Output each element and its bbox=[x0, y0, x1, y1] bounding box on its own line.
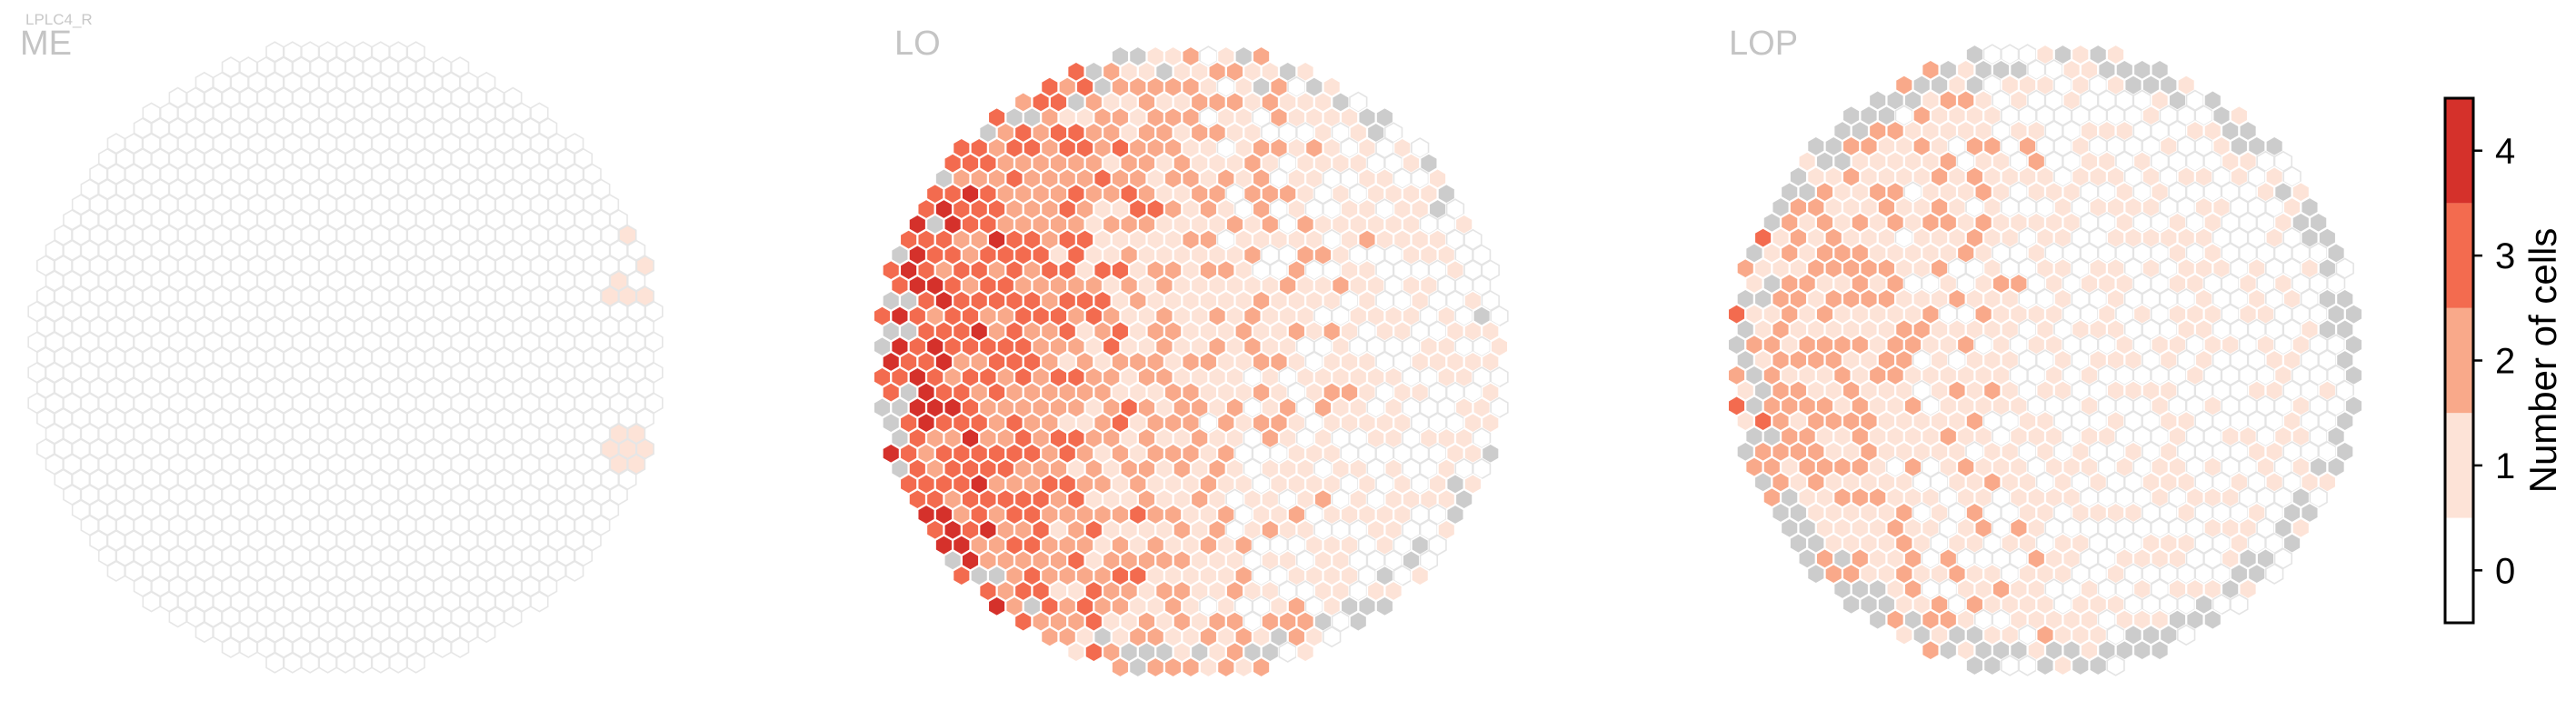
hex-cell bbox=[1013, 610, 1033, 633]
hex-cell bbox=[283, 652, 302, 674]
hex-cell bbox=[371, 652, 390, 674]
hex-cell bbox=[389, 652, 408, 674]
hex-cell bbox=[2132, 639, 2152, 661]
hex-cell bbox=[1181, 656, 1201, 678]
hex-cell bbox=[1295, 641, 1315, 663]
panel-title-lo: LO bbox=[894, 25, 941, 63]
hex-cell bbox=[1040, 626, 1059, 648]
hex-cell bbox=[106, 560, 125, 582]
colorbar-tick-label: 3 bbox=[2495, 236, 2515, 276]
hex-cell bbox=[1066, 641, 1086, 663]
panel-title-me: ME bbox=[20, 25, 72, 63]
hex-cell bbox=[450, 636, 470, 658]
colorbar-segment bbox=[2445, 307, 2473, 414]
colorbar bbox=[2443, 96, 2482, 625]
hex-cell bbox=[1982, 655, 2002, 676]
chart-suptitle: LPLC4_R bbox=[25, 11, 93, 28]
hex-cell bbox=[2230, 594, 2249, 616]
hex-cell bbox=[1252, 656, 1271, 678]
colorbar-segment bbox=[2445, 203, 2473, 308]
hex-cell bbox=[1323, 626, 1342, 648]
hex-cell bbox=[1128, 656, 1147, 678]
hex-panel-lo bbox=[873, 45, 1509, 678]
hex-cell bbox=[2106, 655, 2125, 676]
hex-cell bbox=[239, 636, 258, 658]
hex-cell bbox=[1842, 594, 1861, 616]
colorbar-segment bbox=[2445, 517, 2473, 623]
hex-cell bbox=[1939, 639, 1958, 661]
hex-cell bbox=[265, 652, 285, 674]
hex-cell bbox=[1163, 656, 1183, 678]
hex-cell bbox=[406, 652, 425, 674]
hex-cell bbox=[1199, 656, 1218, 678]
hex-cell bbox=[1806, 563, 1825, 585]
hex-cell bbox=[354, 652, 373, 674]
colorbar-tick-label: 4 bbox=[2495, 132, 2515, 172]
hex-cell bbox=[2071, 655, 2090, 676]
hex-cell bbox=[1894, 624, 1913, 646]
colorbar-label: Number of cells bbox=[2521, 228, 2564, 494]
hex-cell bbox=[1278, 641, 1297, 663]
hex-cell bbox=[1084, 641, 1103, 663]
hex-cell bbox=[1349, 610, 1368, 633]
hex-cell bbox=[1411, 565, 1430, 586]
hex-cell bbox=[2203, 608, 2222, 631]
hex-cell bbox=[221, 636, 241, 658]
hex-cell bbox=[142, 591, 161, 613]
hex-cell bbox=[2018, 655, 2037, 676]
hex-cell bbox=[565, 560, 584, 582]
hex-panel-me bbox=[27, 41, 664, 674]
hex-cell bbox=[1375, 596, 1394, 617]
hex-cell bbox=[952, 565, 971, 586]
hex-cell bbox=[335, 652, 355, 674]
hex-cell bbox=[477, 621, 496, 644]
hex-cell bbox=[195, 621, 214, 644]
hex-cell bbox=[2001, 655, 2020, 676]
hex-cell bbox=[504, 606, 523, 628]
hex-cell bbox=[2150, 639, 2170, 661]
colorbar-segment bbox=[2445, 98, 2473, 204]
hex-cell bbox=[987, 596, 1006, 617]
hex-cell bbox=[1234, 656, 1253, 678]
colorbar-tick-label: 2 bbox=[2495, 342, 2515, 382]
hex-cell bbox=[301, 652, 320, 674]
hex-cell bbox=[1965, 655, 1984, 676]
hex-cell bbox=[433, 636, 452, 658]
colorbar-ticks: 0 1 2 3 4 bbox=[2495, 132, 2515, 592]
hex-cell bbox=[1146, 656, 1165, 678]
hex-cell bbox=[2177, 624, 2196, 646]
hex-panel-lop bbox=[1727, 44, 2363, 676]
hex-cell bbox=[530, 591, 549, 613]
colorbar-tick-label: 0 bbox=[2495, 551, 2515, 591]
colorbar-tick-label: 1 bbox=[2495, 446, 2515, 486]
colorbar-segment bbox=[2445, 413, 2473, 518]
hex-cell bbox=[1868, 608, 1887, 631]
hex-cell bbox=[2053, 655, 2072, 676]
hex-cell bbox=[1111, 656, 1130, 678]
hex-cell bbox=[168, 606, 187, 628]
hex-cell bbox=[318, 652, 337, 674]
hex-cell bbox=[2265, 563, 2284, 585]
hex-cell bbox=[1921, 639, 1941, 661]
hex-cell bbox=[1216, 656, 1235, 678]
panel-title-lop: LOP bbox=[1729, 25, 1798, 63]
hex-cell bbox=[2035, 655, 2055, 676]
hex-cell bbox=[2089, 655, 2108, 676]
